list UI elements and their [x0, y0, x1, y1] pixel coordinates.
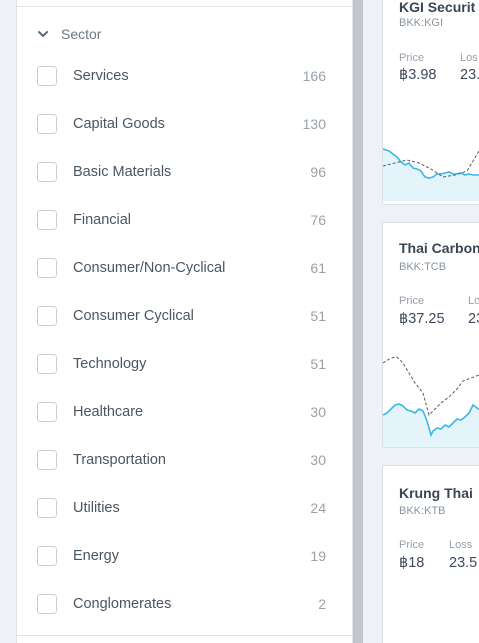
- price-value: ฿18: [399, 555, 425, 571]
- option-count: 2: [318, 596, 326, 612]
- option-count: 96: [310, 164, 326, 180]
- price-value: ฿37.25: [399, 311, 445, 327]
- loss-label: Lo: [468, 295, 479, 307]
- checkbox[interactable]: [37, 162, 57, 182]
- option-count: 51: [310, 356, 326, 372]
- stock-name: Thai Carbon: [399, 240, 479, 256]
- option-label: Services: [73, 68, 129, 84]
- sector-option-healthcare[interactable]: Healthcare 30: [17, 388, 354, 436]
- option-label: Capital Goods: [73, 116, 165, 132]
- checkbox[interactable]: [37, 306, 57, 326]
- sector-option-utilities[interactable]: Utilities 24: [17, 484, 354, 532]
- price-label: Price: [399, 539, 425, 551]
- loss-value: 23: [468, 311, 479, 327]
- price-sparkline: [383, 148, 479, 201]
- option-label: Consumer Cyclical: [73, 308, 194, 324]
- divider: [17, 6, 352, 7]
- stock-card-kgi[interactable]: KGI Securit BKK:KGI Price Los ฿3.98 23.: [382, 0, 479, 205]
- sector-option-basic-materials[interactable]: Basic Materials 96: [17, 148, 354, 196]
- sector-option-consumer-cyclical[interactable]: Consumer Cyclical 51: [17, 292, 354, 340]
- chevron-down-icon: [38, 31, 48, 37]
- sector-option-consumer-non-cyclical[interactable]: Consumer/Non-Cyclical 61: [17, 244, 354, 292]
- checkbox[interactable]: [37, 354, 57, 374]
- sector-section-header[interactable]: Sector: [37, 24, 101, 44]
- checkbox[interactable]: [37, 450, 57, 470]
- sector-option-technology[interactable]: Technology 51: [17, 340, 354, 388]
- checkbox[interactable]: [37, 210, 57, 230]
- scrollbar-thumb[interactable]: [353, 0, 363, 643]
- checkbox[interactable]: [37, 594, 57, 614]
- sector-option-services[interactable]: Services 166: [17, 52, 354, 100]
- price-value: ฿3.98: [399, 67, 437, 83]
- divider: [17, 635, 352, 636]
- option-label: Transportation: [73, 452, 166, 468]
- stock-ticker: BKK:KTB: [399, 505, 446, 517]
- sector-filter-panel: Sector Services 166 Capital Goods 130 Ba…: [16, 0, 353, 643]
- loss-value: 23.5: [449, 555, 478, 571]
- option-label: Basic Materials: [73, 164, 172, 180]
- option-count: 30: [310, 404, 326, 420]
- stock-name: Krung Thai: [399, 485, 473, 501]
- option-count: 130: [302, 116, 326, 132]
- loss-value: 23.: [460, 67, 479, 83]
- option-label: Utilities: [73, 500, 120, 516]
- option-count: 51: [310, 308, 326, 324]
- price-label: Price: [399, 295, 425, 307]
- option-label: Technology: [73, 356, 147, 372]
- checkbox[interactable]: [37, 114, 57, 134]
- sector-option-conglomerates[interactable]: Conglomerates 2: [17, 580, 354, 628]
- option-label: Consumer/Non-Cyclical: [73, 260, 226, 276]
- option-label: Financial: [73, 212, 132, 228]
- sector-option-transportation[interactable]: Transportation 30: [17, 436, 354, 484]
- checkbox[interactable]: [37, 66, 57, 86]
- stock-name: KGI Securit: [399, 0, 476, 15]
- stock-ticker: BKK:KGI: [399, 17, 444, 29]
- option-count: 61: [310, 260, 326, 276]
- option-count: 166: [302, 68, 326, 84]
- checkbox[interactable]: [37, 498, 57, 518]
- option-count: 19: [310, 548, 326, 564]
- stock-card-tcb[interactable]: Thai Carbon BKK:TCB Price Lo ฿37.25 23: [382, 222, 479, 448]
- checkbox[interactable]: [37, 546, 57, 566]
- option-count: 76: [310, 212, 326, 228]
- loss-label: Los: [460, 52, 478, 64]
- option-label: Conglomerates: [73, 596, 172, 612]
- stock-card-ktb[interactable]: Krung Thai BKK:KTB Price Loss ฿18 23.5: [382, 465, 479, 643]
- price-sparkline: [383, 356, 479, 447]
- loss-label: Loss: [449, 539, 473, 551]
- stock-ticker: BKK:TCB: [399, 261, 447, 273]
- option-label: Healthcare: [73, 404, 144, 420]
- sector-option-capital-goods[interactable]: Capital Goods 130: [17, 100, 354, 148]
- sector-option-energy[interactable]: Energy 19: [17, 532, 354, 580]
- price-label: Price: [399, 52, 425, 64]
- option-count: 30: [310, 452, 326, 468]
- option-label: Energy: [73, 548, 119, 564]
- checkbox[interactable]: [37, 402, 57, 422]
- checkbox[interactable]: [37, 258, 57, 278]
- section-title: Sector: [61, 26, 102, 42]
- option-count: 24: [310, 500, 326, 516]
- sector-option-financial[interactable]: Financial 76: [17, 196, 354, 244]
